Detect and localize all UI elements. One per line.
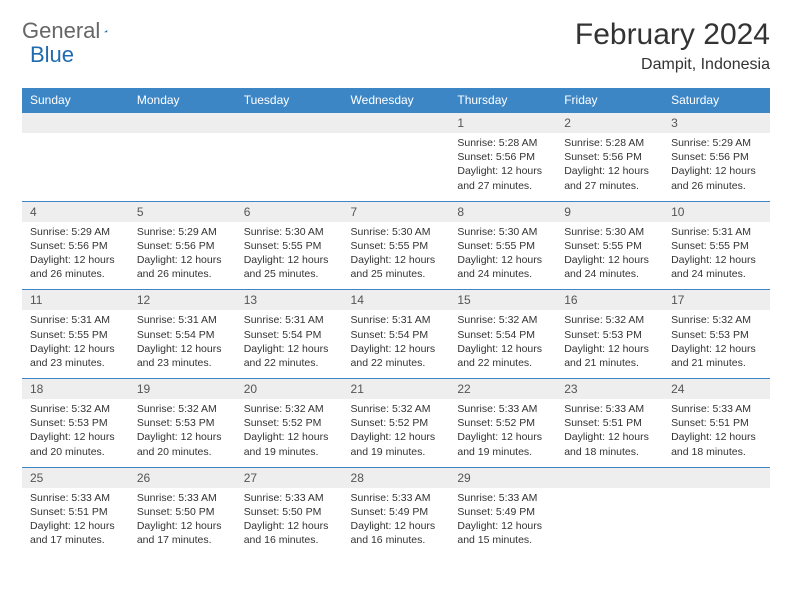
day-detail-cell: Sunrise: 5:32 AMSunset: 5:53 PMDaylight:… [663,310,770,378]
day-detail-cell: Sunrise: 5:33 AMSunset: 5:50 PMDaylight:… [236,488,343,556]
day-detail-cell: Sunrise: 5:33 AMSunset: 5:51 PMDaylight:… [22,488,129,556]
day-number-cell: 25 [22,468,129,488]
day-detail-cell: Sunrise: 5:30 AMSunset: 5:55 PMDaylight:… [556,222,663,290]
day-detail-cell [343,133,450,201]
day-detail-cell [236,133,343,201]
day-detail-cell: Sunrise: 5:31 AMSunset: 5:54 PMDaylight:… [343,310,450,378]
day-detail-cell: Sunrise: 5:32 AMSunset: 5:52 PMDaylight:… [236,399,343,467]
day-detail-cell: Sunrise: 5:31 AMSunset: 5:55 PMDaylight:… [22,310,129,378]
day-detail-cell: Sunrise: 5:29 AMSunset: 5:56 PMDaylight:… [22,222,129,290]
day-number-cell [663,468,770,488]
day-detail-row: Sunrise: 5:32 AMSunset: 5:53 PMDaylight:… [22,399,770,467]
day-number-cell: 8 [449,202,556,222]
day-number-cell: 27 [236,468,343,488]
month-title: February 2024 [575,18,770,52]
day-number-cell: 29 [449,468,556,488]
day-detail-cell [663,488,770,556]
day-number-cell [22,113,129,133]
day-detail-cell: Sunrise: 5:31 AMSunset: 5:54 PMDaylight:… [129,310,236,378]
day-detail-row: Sunrise: 5:31 AMSunset: 5:55 PMDaylight:… [22,310,770,378]
day-number-cell: 21 [343,379,450,399]
day-header: Monday [129,88,236,113]
day-number-cell [343,113,450,133]
day-number-cell: 18 [22,379,129,399]
day-detail-cell: Sunrise: 5:32 AMSunset: 5:53 PMDaylight:… [129,399,236,467]
day-detail-cell: Sunrise: 5:29 AMSunset: 5:56 PMDaylight:… [663,133,770,201]
day-number-cell: 6 [236,202,343,222]
day-detail-cell: Sunrise: 5:33 AMSunset: 5:49 PMDaylight:… [343,488,450,556]
day-number-cell [236,113,343,133]
day-detail-cell: Sunrise: 5:32 AMSunset: 5:53 PMDaylight:… [22,399,129,467]
day-number-cell: 12 [129,290,236,310]
day-detail-cell: Sunrise: 5:33 AMSunset: 5:51 PMDaylight:… [663,399,770,467]
day-number-cell: 1 [449,113,556,133]
day-number-cell: 16 [556,290,663,310]
header: General February 2024 Dampit, Indonesia [22,18,770,74]
day-detail-cell: Sunrise: 5:32 AMSunset: 5:54 PMDaylight:… [449,310,556,378]
day-number-row: 45678910 [22,202,770,222]
day-detail-cell: Sunrise: 5:32 AMSunset: 5:52 PMDaylight:… [343,399,450,467]
brand-text-2: Blue [30,42,74,68]
calendar-body: 123Sunrise: 5:28 AMSunset: 5:56 PMDaylig… [22,113,770,556]
day-number-cell: 22 [449,379,556,399]
day-number-row: 11121314151617 [22,290,770,310]
day-number-row: 18192021222324 [22,379,770,399]
day-number-cell: 17 [663,290,770,310]
day-number-cell: 23 [556,379,663,399]
brand-triangle-icon [104,23,107,39]
day-detail-cell: Sunrise: 5:30 AMSunset: 5:55 PMDaylight:… [343,222,450,290]
day-detail-cell: Sunrise: 5:33 AMSunset: 5:52 PMDaylight:… [449,399,556,467]
day-detail-cell: Sunrise: 5:33 AMSunset: 5:50 PMDaylight:… [129,488,236,556]
calendar-table: SundayMondayTuesdayWednesdayThursdayFrid… [22,88,770,555]
day-number-cell: 28 [343,468,450,488]
day-header: Friday [556,88,663,113]
day-number-cell [129,113,236,133]
day-detail-row: Sunrise: 5:29 AMSunset: 5:56 PMDaylight:… [22,222,770,290]
day-number-row: 2526272829 [22,468,770,488]
title-block: February 2024 Dampit, Indonesia [575,18,770,74]
day-detail-cell: Sunrise: 5:28 AMSunset: 5:56 PMDaylight:… [556,133,663,201]
day-number-cell: 11 [22,290,129,310]
day-detail-row: Sunrise: 5:28 AMSunset: 5:56 PMDaylight:… [22,133,770,201]
day-number-cell: 26 [129,468,236,488]
day-number-cell: 24 [663,379,770,399]
location-label: Dampit, Indonesia [575,56,770,74]
day-number-cell: 7 [343,202,450,222]
day-detail-cell: Sunrise: 5:30 AMSunset: 5:55 PMDaylight:… [236,222,343,290]
day-detail-row: Sunrise: 5:33 AMSunset: 5:51 PMDaylight:… [22,488,770,556]
day-detail-cell: Sunrise: 5:28 AMSunset: 5:56 PMDaylight:… [449,133,556,201]
day-header: Sunday [22,88,129,113]
day-detail-cell: Sunrise: 5:31 AMSunset: 5:55 PMDaylight:… [663,222,770,290]
day-detail-cell: Sunrise: 5:33 AMSunset: 5:49 PMDaylight:… [449,488,556,556]
day-detail-cell: Sunrise: 5:29 AMSunset: 5:56 PMDaylight:… [129,222,236,290]
day-detail-cell [129,133,236,201]
day-number-cell: 14 [343,290,450,310]
day-number-cell [556,468,663,488]
day-number-cell: 3 [663,113,770,133]
day-number-cell: 13 [236,290,343,310]
day-detail-cell [556,488,663,556]
day-header-row: SundayMondayTuesdayWednesdayThursdayFrid… [22,88,770,113]
day-detail-cell: Sunrise: 5:30 AMSunset: 5:55 PMDaylight:… [449,222,556,290]
day-number-cell: 20 [236,379,343,399]
day-detail-cell [22,133,129,201]
day-number-cell: 19 [129,379,236,399]
day-number-cell: 15 [449,290,556,310]
day-header: Tuesday [236,88,343,113]
brand-logo: General [22,18,126,44]
day-header: Wednesday [343,88,450,113]
day-number-cell: 9 [556,202,663,222]
day-header: Saturday [663,88,770,113]
day-detail-cell: Sunrise: 5:31 AMSunset: 5:54 PMDaylight:… [236,310,343,378]
day-number-cell: 10 [663,202,770,222]
day-header: Thursday [449,88,556,113]
day-number-row: 123 [22,113,770,133]
day-number-cell: 5 [129,202,236,222]
day-number-cell: 2 [556,113,663,133]
day-number-cell: 4 [22,202,129,222]
day-detail-cell: Sunrise: 5:32 AMSunset: 5:53 PMDaylight:… [556,310,663,378]
day-detail-cell: Sunrise: 5:33 AMSunset: 5:51 PMDaylight:… [556,399,663,467]
brand-text-1: General [22,18,100,44]
